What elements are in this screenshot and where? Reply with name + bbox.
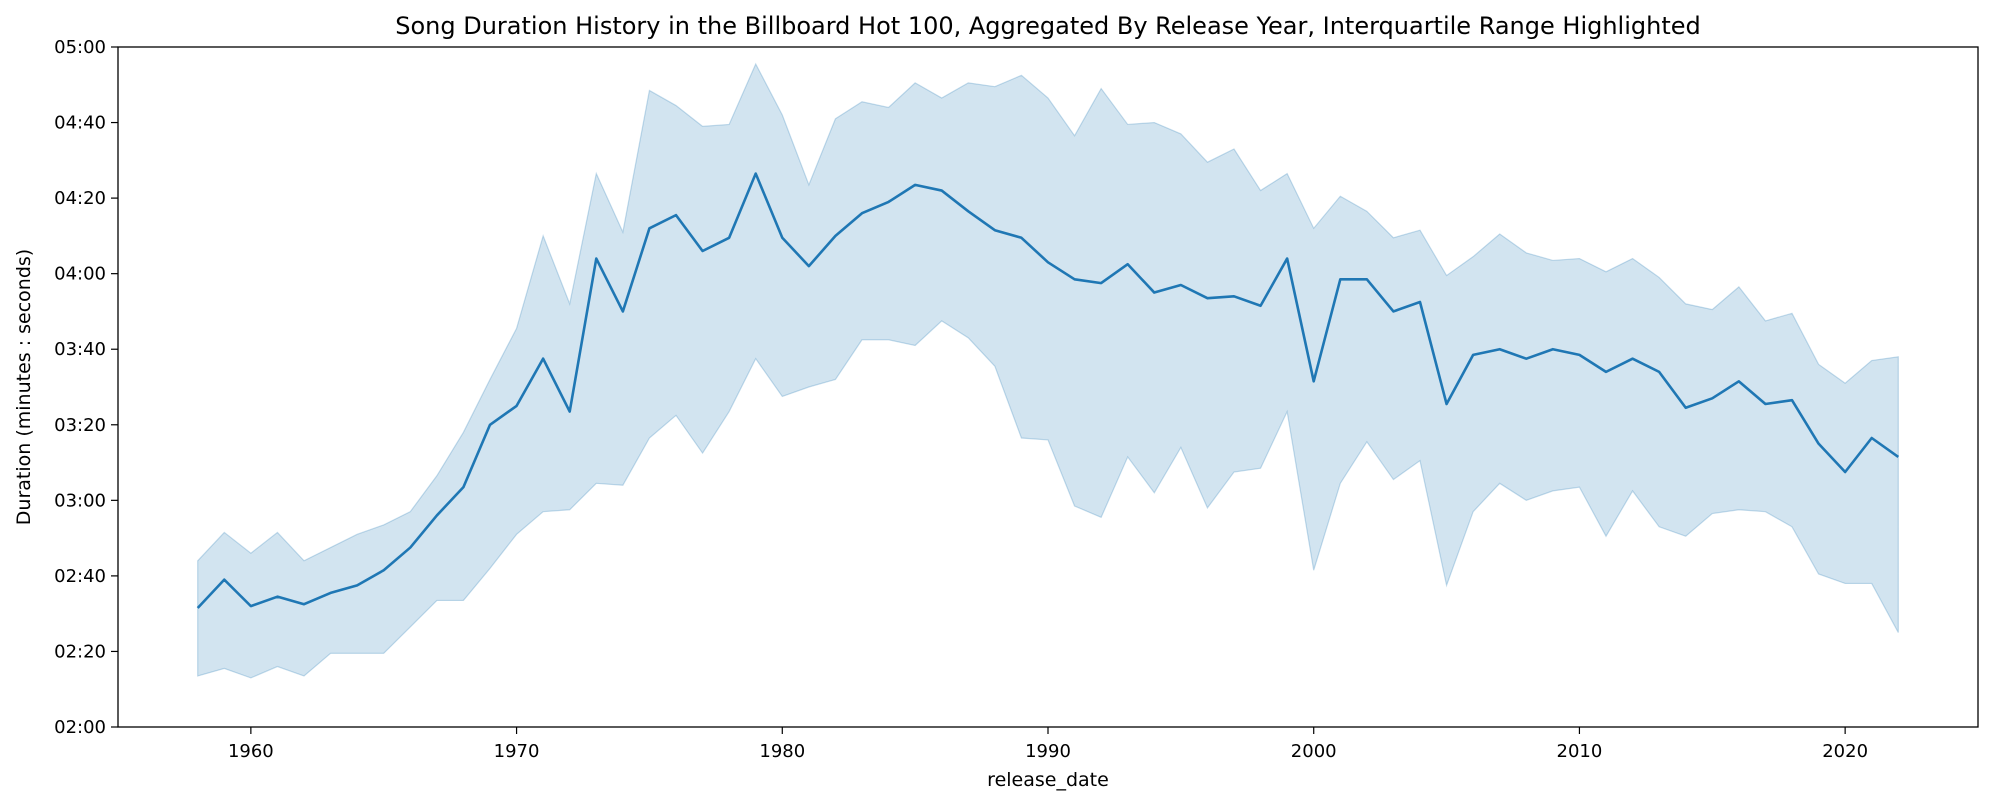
x-tick-label: 2000: [1291, 741, 1337, 762]
y-axis: 02:00 02:20 02:40 03:00 03:20 03:40 04:00 04:20…: [54, 37, 118, 738]
x-tick-label: 2020: [1822, 741, 1868, 762]
iqr-band: [197, 62, 1899, 679]
x-tick-label: 1980: [759, 741, 805, 762]
y-tick-label: 04:40: [54, 113, 106, 134]
x-axis-label: release_date: [987, 769, 1109, 791]
y-tick-label: 03:20: [54, 415, 106, 436]
y-tick-label: 02:20: [54, 641, 106, 662]
x-tick-label: 1990: [1025, 741, 1071, 762]
y-tick-label: 03:40: [54, 339, 106, 360]
y-tick-label: 04:00: [54, 264, 106, 285]
y-tick-label: 05:00: [54, 37, 106, 58]
y-axis-label: Duration (minutes : seconds): [13, 249, 35, 525]
x-tick-label: 1960: [228, 741, 274, 762]
x-axis: 1960 1970 1980 1990 2000 2010 2020: [228, 727, 1868, 762]
chart-title: Song Duration History in the Billboard H…: [395, 12, 1701, 40]
median-line-layer: [196, 172, 1900, 609]
x-tick-label: 1970: [494, 741, 540, 762]
iqr-band-layer: [197, 62, 1899, 679]
x-tick-label: 2010: [1557, 741, 1603, 762]
median-line: [196, 172, 1900, 609]
y-tick-label: 02:00: [54, 717, 106, 738]
y-tick-label: 03:00: [54, 490, 106, 511]
y-tick-label: 04:20: [54, 188, 106, 209]
y-tick-label: 02:40: [54, 566, 106, 587]
